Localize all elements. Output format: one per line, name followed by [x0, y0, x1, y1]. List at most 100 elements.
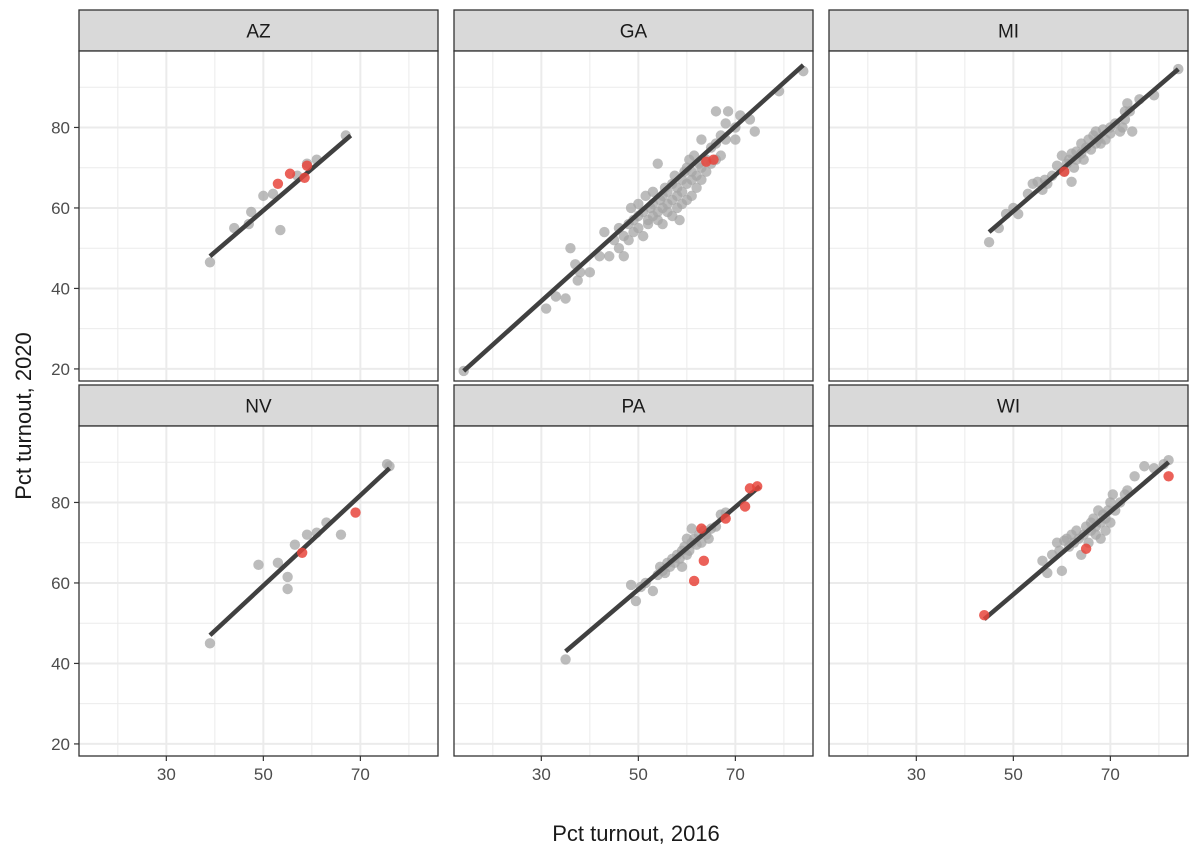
panel-nv: NV: [78, 384, 439, 757]
data-point-red: [688, 575, 700, 587]
data-point-red: [1163, 471, 1174, 482]
data-point-gray: [272, 557, 284, 569]
x-tick-label: 30: [532, 765, 551, 784]
data-point-gray: [710, 106, 722, 117]
data-point-gray: [1105, 497, 1116, 508]
data-point-gray: [674, 214, 685, 226]
x-axis-title: Pct turnout, 2016: [552, 821, 720, 846]
data-point-gray: [584, 267, 596, 278]
fit-line: [208, 133, 353, 258]
x-tick-label: 30: [907, 765, 926, 784]
panel-strip: [828, 384, 1189, 427]
panel-strip: [78, 9, 439, 52]
data-point-gray: [1100, 525, 1111, 536]
data-point-gray: [618, 251, 629, 262]
panel-strip-label: AZ: [246, 22, 271, 43]
y-tick-label: 60: [51, 574, 70, 593]
data-point-gray: [696, 134, 707, 145]
data-point-red: [299, 172, 310, 183]
data-point-red: [708, 154, 719, 165]
data-point-red: [1059, 166, 1070, 177]
y-tick-label: 80: [51, 118, 70, 137]
data-point-red: [739, 501, 751, 512]
data-point-gray: [1056, 565, 1068, 577]
data-point-gray: [613, 242, 625, 254]
data-point-red: [272, 178, 284, 190]
x-tick-label: 70: [726, 765, 745, 784]
data-point-gray: [1095, 533, 1106, 544]
panel-plot-background: [829, 426, 1188, 756]
data-point-gray: [282, 571, 293, 583]
data-point-gray: [1068, 162, 1080, 173]
data-point-red: [752, 481, 763, 492]
panel-ga: GA: [453, 9, 814, 382]
data-point-gray: [722, 106, 734, 117]
data-point-gray: [301, 529, 313, 540]
panel-border: [453, 425, 814, 757]
data-point-red: [698, 555, 710, 567]
panel-border: [453, 50, 814, 382]
data-point-gray: [1066, 176, 1077, 187]
data-point-gray: [691, 182, 702, 194]
data-point-gray: [204, 638, 216, 649]
data-point-gray: [1127, 126, 1138, 137]
panel-wi: WI: [828, 384, 1189, 757]
data-point-gray: [282, 583, 293, 595]
data-point-gray: [565, 242, 576, 254]
data-point-gray: [633, 198, 644, 210]
data-point-red: [301, 160, 313, 171]
x-tick-label: 50: [254, 765, 273, 784]
data-point-gray: [572, 275, 583, 286]
data-point-gray: [623, 234, 634, 246]
data-point-gray: [1105, 517, 1116, 528]
data-point-gray: [1037, 555, 1048, 567]
data-point-gray: [1117, 122, 1128, 133]
data-point-gray: [1129, 471, 1140, 482]
panel-strip: [453, 9, 814, 52]
data-point-gray: [275, 224, 286, 236]
fit-line: [982, 460, 1171, 621]
data-point-red: [284, 168, 296, 179]
data-point-red: [296, 547, 308, 558]
data-point-gray: [657, 218, 668, 230]
data-point-gray: [676, 561, 688, 573]
y-axis-title: Pct turnout, 2020: [11, 332, 36, 500]
y-tick-label: 20: [51, 360, 70, 379]
x-tick-label: 50: [1004, 765, 1023, 784]
data-point-gray: [703, 533, 714, 544]
data-point-gray: [540, 303, 552, 314]
data-point-gray: [560, 654, 571, 665]
data-point-gray: [289, 539, 301, 550]
y-tick-label: 20: [51, 735, 70, 754]
x-tick-label: 30: [157, 765, 176, 784]
data-point-gray: [204, 257, 216, 268]
data-point-red: [350, 507, 361, 518]
data-point-gray: [246, 206, 257, 218]
data-point-gray: [599, 226, 610, 238]
data-point-gray: [630, 595, 642, 607]
data-point-red: [696, 523, 707, 534]
data-point-red: [979, 609, 990, 621]
data-point-red: [720, 513, 731, 524]
panel-border: [78, 425, 439, 757]
panel-strip-label: NV: [245, 397, 272, 418]
panel-border: [78, 50, 439, 382]
data-point-red: [1080, 543, 1092, 554]
y-tick-label: 40: [51, 279, 70, 298]
data-point-gray: [1139, 461, 1150, 472]
y-tick-label: 40: [51, 654, 70, 673]
panel-border: [828, 425, 1189, 757]
data-point-gray: [1122, 98, 1133, 109]
x-tick-label: 70: [351, 765, 370, 784]
data-point-gray: [604, 251, 615, 262]
y-tick-label: 60: [51, 199, 70, 218]
fit-line: [987, 67, 1180, 234]
panel-border: [828, 50, 1189, 382]
x-tick-label: 50: [629, 765, 648, 784]
data-point-gray: [720, 118, 731, 129]
panel-mi: MI: [828, 9, 1189, 382]
data-point-gray: [550, 291, 562, 302]
data-point-gray: [335, 529, 347, 540]
data-point-gray: [253, 559, 264, 571]
